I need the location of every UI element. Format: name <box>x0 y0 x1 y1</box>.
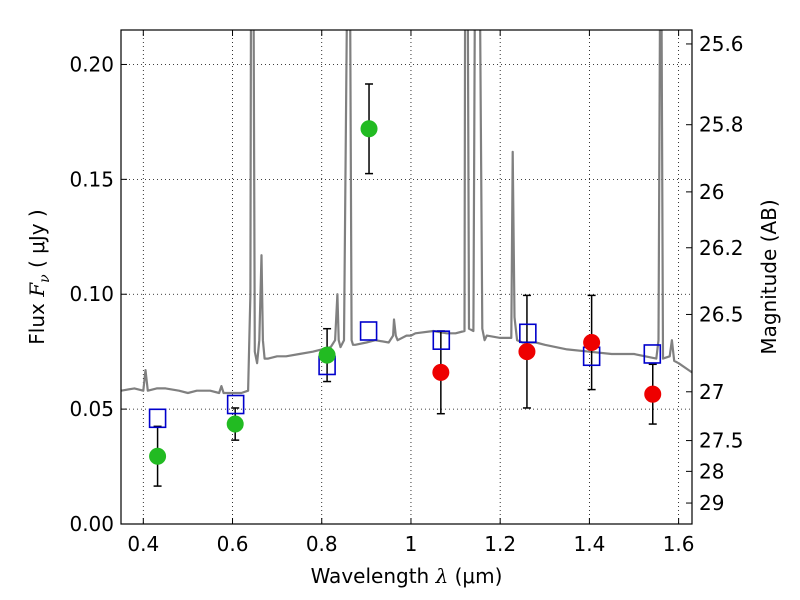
x-axis-label: Wavelength λ (μm) <box>311 564 503 588</box>
hst-photometry-point <box>149 447 167 465</box>
x-tick-label: 1.2 <box>484 532 516 556</box>
x-tick-label: 0.8 <box>306 532 338 556</box>
grid-lines <box>121 30 692 525</box>
hst-photometry-point <box>226 415 244 433</box>
y2-tick-label: 25.6 <box>699 32 744 56</box>
plot-frame <box>120 29 693 525</box>
y-tick-label: 0.15 <box>69 167 114 191</box>
ir-photometry-point <box>432 363 450 381</box>
model-photometry-point <box>359 321 378 341</box>
x-tick-label: 0.4 <box>127 532 159 556</box>
hst-photometry-point <box>360 120 378 138</box>
plot-area <box>121 30 692 487</box>
ir-photometry-point <box>518 343 536 361</box>
y2-tick-label: 25.8 <box>699 113 744 137</box>
y2-tick-label: 26 <box>699 180 724 204</box>
y2-tick-label: 27 <box>699 380 724 404</box>
y-tick-label: 0.05 <box>69 397 114 421</box>
y-axis-label: Flux Fν ( μJy ) <box>25 209 53 344</box>
x-tick-label: 1 <box>405 532 418 556</box>
y2-tick-label: 27.5 <box>699 429 744 453</box>
model-photometry-point <box>519 323 537 344</box>
ir-photometry-point <box>583 333 601 351</box>
model-photometry-point <box>432 330 451 350</box>
x-tick-label: 1.4 <box>573 532 605 556</box>
x-tick-label: 1.6 <box>663 532 695 556</box>
y2-tick-label: 26.2 <box>699 236 744 260</box>
y-tick-label: 0.10 <box>69 282 114 306</box>
axis-ticks: 0.4 0.6 0.8 1 1.2 1.4 1.6 0.00 0.05 0.10 0.15 0.20 2… <box>69 30 744 556</box>
y-tick-label: 0.20 <box>69 52 114 76</box>
y-tick-label: 0.00 <box>69 512 114 536</box>
model-photometry-point <box>148 408 167 429</box>
y2-tick-label: 29 <box>699 491 724 515</box>
ir-photometry-point <box>644 385 662 403</box>
hst-photometry-point <box>318 346 336 364</box>
model-photometry-point <box>643 344 662 364</box>
x-tick-label: 0.6 <box>217 532 249 556</box>
axis-labels: Wavelength λ (μm) Flux Fν ( μJy ) Magnit… <box>25 199 781 588</box>
model-photometry-point <box>226 394 245 415</box>
y2-tick-label: 26.5 <box>699 302 744 326</box>
y2-tick-label: 28 <box>699 459 724 483</box>
template-spectrum-line <box>121 30 692 395</box>
y2-axis-label: Magnitude (AB) <box>757 199 781 354</box>
